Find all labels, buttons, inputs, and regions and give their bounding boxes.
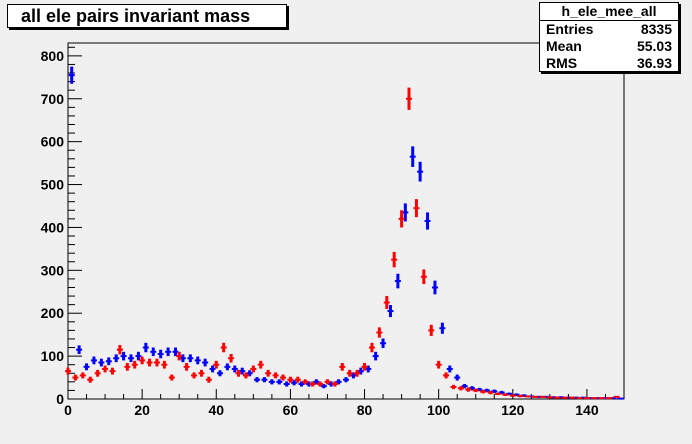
plot-frame — [67, 42, 625, 400]
stats-value: 36.93 — [636, 55, 672, 71]
chart-title: all ele pairs invariant mass — [7, 4, 287, 28]
data-points — [65, 66, 624, 400]
y-tick-label: 300 — [41, 262, 65, 278]
y-tick-label: 200 — [41, 305, 65, 321]
stats-histogram-name: h_ele_mee_all — [540, 3, 678, 21]
y-tick-label: 600 — [41, 134, 65, 150]
x-tick-label: 80 — [357, 402, 373, 418]
series-group — [68, 66, 624, 400]
y-tick-label: 400 — [41, 219, 65, 235]
series-group — [65, 87, 620, 400]
stats-label: RMS — [546, 55, 578, 71]
stats-value: 8335 — [640, 21, 672, 37]
stats-box: h_ele_mee_all Entries 8335 Mean 55.03 RM… — [539, 2, 679, 72]
stats-label: Entries — [546, 21, 594, 37]
stats-row-entries: Entries 8335 — [540, 21, 678, 38]
stats-row-rms: RMS 36.93 — [540, 55, 678, 72]
y-tick-label: 800 — [41, 48, 65, 64]
x-tick-label: 0 — [64, 402, 72, 418]
y-tick-label: 100 — [41, 348, 65, 364]
x-tick-label: 100 — [427, 402, 451, 418]
stats-row-mean: Mean 55.03 — [540, 38, 678, 55]
x-tick-label: 20 — [134, 402, 150, 418]
stats-value: 55.03 — [636, 38, 672, 54]
y-tick-label: 500 — [41, 177, 65, 193]
y-tick-label: 0 — [56, 391, 64, 407]
x-tick-label: 140 — [575, 402, 599, 418]
x-tick-label: 40 — [208, 402, 224, 418]
axis-ticks: 0 20 40 60 80 100 120 140 0 100 200 300 400 500 600 700… — [41, 46, 625, 418]
x-tick-label: 120 — [501, 402, 525, 418]
x-tick-label: 60 — [283, 402, 299, 418]
y-tick-label: 700 — [41, 91, 65, 107]
stats-label: Mean — [546, 38, 582, 54]
